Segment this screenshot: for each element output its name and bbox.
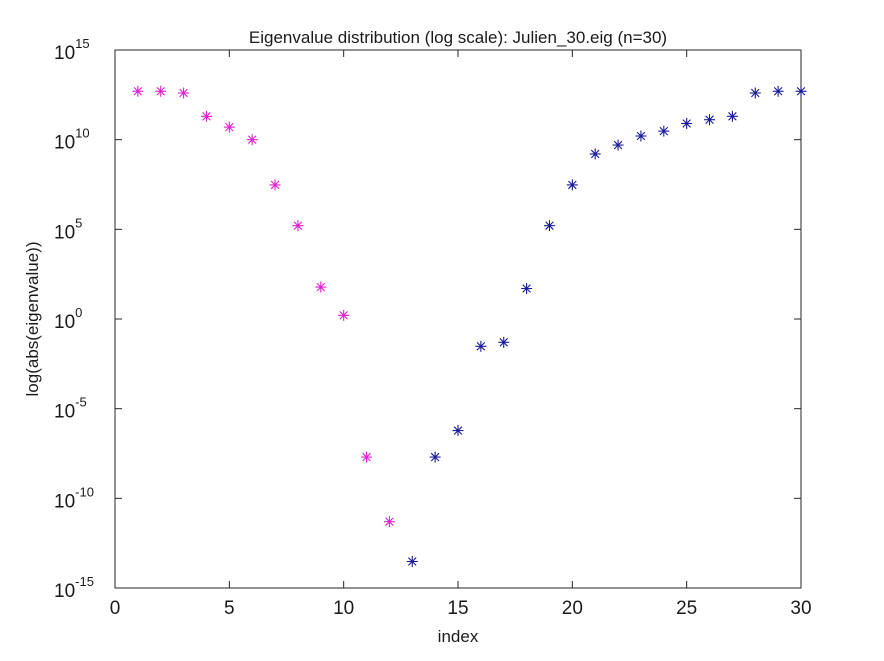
data-point (726, 110, 738, 122)
plot-area (114, 49, 802, 589)
y-tick-exponent: 10 (75, 126, 89, 141)
y-tick-label: 10-15 (54, 574, 94, 602)
data-point (475, 340, 487, 352)
data-point (521, 283, 533, 295)
y-tick-exponent: 0 (75, 305, 82, 320)
y-tick-exponent: 5 (75, 215, 82, 230)
y-tick-exponent: 15 (75, 36, 89, 51)
y-tick-base: 10 (54, 491, 75, 512)
x-tick-label: 20 (562, 598, 583, 619)
x-tick-label: 15 (447, 598, 468, 619)
data-point (361, 451, 373, 463)
data-point (566, 179, 578, 191)
y-tick-base: 10 (54, 312, 75, 333)
x-tick-label: 30 (790, 598, 811, 619)
data-point (749, 87, 761, 99)
data-point (383, 516, 395, 528)
y-tick-base: 10 (54, 581, 75, 602)
y-tick-label: 105 (54, 215, 82, 243)
y-tick-base: 10 (54, 402, 75, 423)
y-tick-base: 10 (54, 43, 75, 64)
data-point (338, 309, 350, 321)
data-points (132, 85, 807, 568)
y-tick-label: 1015 (54, 36, 90, 64)
y-tick-label: 100 (54, 305, 82, 333)
y-tick-base: 10 (54, 222, 75, 243)
x-axis: 0 5 10 15 20 25 30 (110, 50, 812, 619)
data-point (292, 220, 304, 232)
x-tick-label: 5 (224, 598, 235, 619)
x-tick-label: 25 (676, 598, 697, 619)
data-point (704, 114, 716, 126)
data-point (681, 117, 693, 129)
y-tick-exponent: -5 (75, 395, 87, 410)
data-point (658, 125, 670, 137)
y-tick-label: 10-10 (54, 484, 94, 512)
y-tick-label: 1010 (54, 126, 90, 154)
data-point (178, 87, 190, 99)
y-axis-label: log(abs(eigenvalue)) (23, 242, 42, 397)
y-tick-exponent: -15 (75, 574, 94, 589)
data-point (132, 85, 144, 97)
data-point (612, 139, 624, 151)
data-point (223, 121, 235, 133)
data-point (452, 425, 464, 437)
data-point (246, 134, 258, 146)
data-point (772, 85, 784, 97)
y-tick-label: 10-5 (54, 395, 87, 423)
data-point (795, 85, 807, 97)
data-point (498, 336, 510, 348)
data-point (429, 451, 441, 463)
data-point (269, 179, 281, 191)
data-point (406, 556, 418, 568)
data-point (315, 281, 327, 293)
data-point (200, 110, 212, 122)
x-tick-label: 0 (110, 598, 121, 619)
chart-title: Eigenvalue distribution (log scale): Jul… (249, 28, 667, 47)
data-point (589, 148, 601, 160)
x-tick-label: 10 (333, 598, 354, 619)
y-tick-base: 10 (54, 133, 75, 154)
data-point (635, 130, 647, 142)
data-point (155, 85, 167, 97)
x-axis-label: index (438, 627, 479, 646)
y-tick-exponent: -10 (75, 484, 94, 499)
data-point (543, 220, 555, 232)
